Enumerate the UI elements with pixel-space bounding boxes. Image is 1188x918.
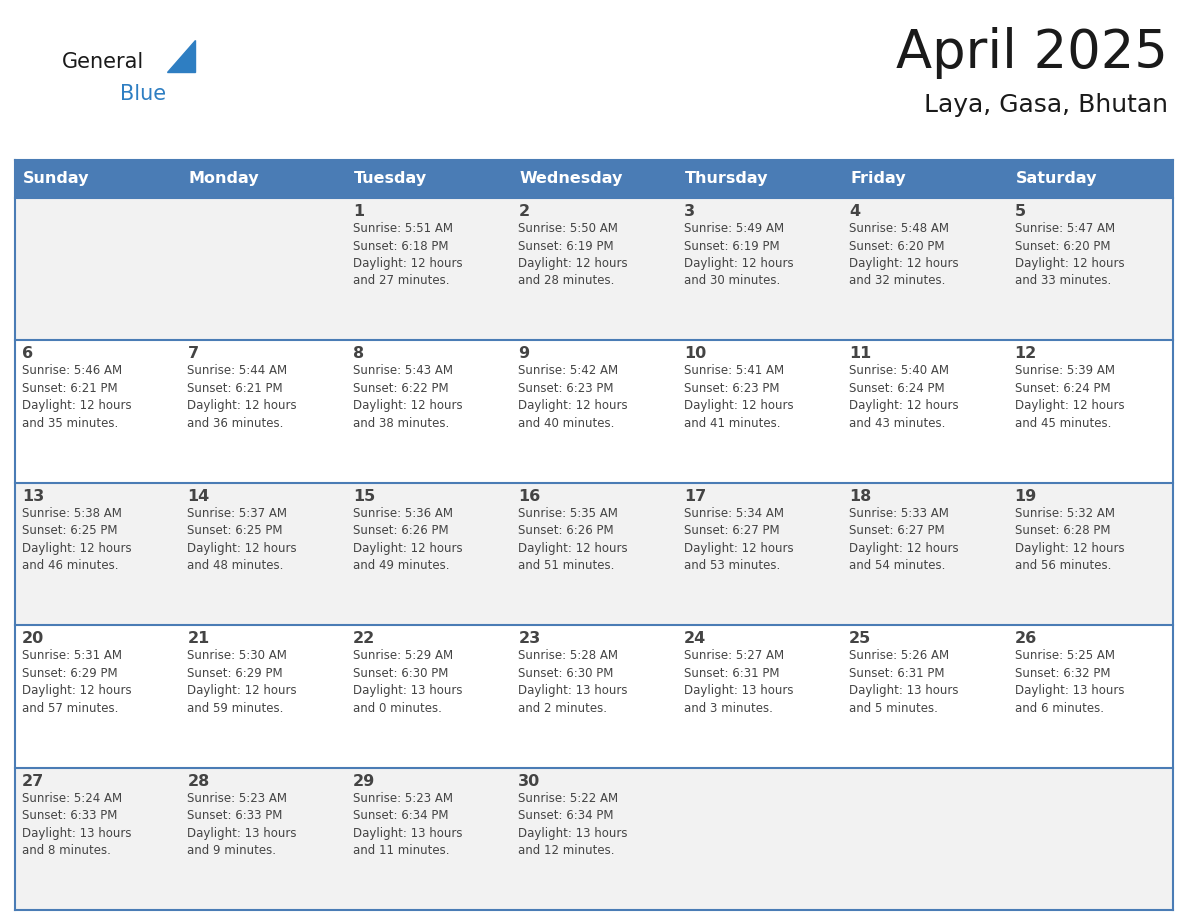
Text: 11: 11 (849, 346, 871, 362)
Text: Sunrise: 5:27 AM
Sunset: 6:31 PM
Daylight: 13 hours
and 3 minutes.: Sunrise: 5:27 AM Sunset: 6:31 PM Dayligh… (684, 649, 794, 715)
Bar (15, 625, 1173, 767)
Text: Sunrise: 5:23 AM
Sunset: 6:34 PM
Daylight: 13 hours
and 11 minutes.: Sunrise: 5:23 AM Sunset: 6:34 PM Dayligh… (353, 791, 462, 857)
Text: 28: 28 (188, 774, 209, 789)
Text: Laya, Gasa, Bhutan: Laya, Gasa, Bhutan (924, 93, 1168, 117)
Text: 2: 2 (518, 204, 530, 219)
Text: 5: 5 (1015, 204, 1025, 219)
Text: 1: 1 (353, 204, 364, 219)
Text: Sunrise: 5:39 AM
Sunset: 6:24 PM
Daylight: 12 hours
and 45 minutes.: Sunrise: 5:39 AM Sunset: 6:24 PM Dayligh… (1015, 364, 1124, 430)
Text: 9: 9 (518, 346, 530, 362)
Text: Blue: Blue (120, 84, 166, 104)
Text: Sunrise: 5:46 AM
Sunset: 6:21 PM
Daylight: 12 hours
and 35 minutes.: Sunrise: 5:46 AM Sunset: 6:21 PM Dayligh… (23, 364, 132, 430)
Text: 27: 27 (23, 774, 44, 789)
Text: Sunrise: 5:49 AM
Sunset: 6:19 PM
Daylight: 12 hours
and 30 minutes.: Sunrise: 5:49 AM Sunset: 6:19 PM Dayligh… (684, 222, 794, 287)
Polygon shape (168, 40, 195, 72)
Text: 6: 6 (23, 346, 33, 362)
Text: Sunrise: 5:30 AM
Sunset: 6:29 PM
Daylight: 12 hours
and 59 minutes.: Sunrise: 5:30 AM Sunset: 6:29 PM Dayligh… (188, 649, 297, 715)
Text: Sunday: Sunday (23, 172, 89, 186)
Text: Sunrise: 5:35 AM
Sunset: 6:26 PM
Daylight: 12 hours
and 51 minutes.: Sunrise: 5:35 AM Sunset: 6:26 PM Dayligh… (518, 507, 628, 572)
Text: 17: 17 (684, 488, 706, 504)
Text: Friday: Friday (851, 172, 905, 186)
Text: Thursday: Thursday (684, 172, 769, 186)
Text: Sunrise: 5:28 AM
Sunset: 6:30 PM
Daylight: 13 hours
and 2 minutes.: Sunrise: 5:28 AM Sunset: 6:30 PM Dayligh… (518, 649, 627, 715)
Text: 12: 12 (1015, 346, 1037, 362)
Bar (15, 160, 1173, 198)
Text: Sunrise: 5:42 AM
Sunset: 6:23 PM
Daylight: 12 hours
and 40 minutes.: Sunrise: 5:42 AM Sunset: 6:23 PM Dayligh… (518, 364, 628, 430)
Text: Sunrise: 5:29 AM
Sunset: 6:30 PM
Daylight: 13 hours
and 0 minutes.: Sunrise: 5:29 AM Sunset: 6:30 PM Dayligh… (353, 649, 462, 715)
Text: 24: 24 (684, 632, 706, 646)
Bar (15, 341, 1173, 483)
Bar (15, 483, 1173, 625)
Text: 14: 14 (188, 488, 209, 504)
Text: Sunrise: 5:24 AM
Sunset: 6:33 PM
Daylight: 13 hours
and 8 minutes.: Sunrise: 5:24 AM Sunset: 6:33 PM Dayligh… (23, 791, 132, 857)
Text: 16: 16 (518, 488, 541, 504)
Text: 3: 3 (684, 204, 695, 219)
Text: Sunrise: 5:26 AM
Sunset: 6:31 PM
Daylight: 13 hours
and 5 minutes.: Sunrise: 5:26 AM Sunset: 6:31 PM Dayligh… (849, 649, 959, 715)
Text: 18: 18 (849, 488, 871, 504)
Text: Monday: Monday (189, 172, 259, 186)
Text: 15: 15 (353, 488, 375, 504)
Text: Sunrise: 5:41 AM
Sunset: 6:23 PM
Daylight: 12 hours
and 41 minutes.: Sunrise: 5:41 AM Sunset: 6:23 PM Dayligh… (684, 364, 794, 430)
Text: Sunrise: 5:31 AM
Sunset: 6:29 PM
Daylight: 12 hours
and 57 minutes.: Sunrise: 5:31 AM Sunset: 6:29 PM Dayligh… (23, 649, 132, 715)
Text: April 2025: April 2025 (896, 27, 1168, 79)
Text: Sunrise: 5:36 AM
Sunset: 6:26 PM
Daylight: 12 hours
and 49 minutes.: Sunrise: 5:36 AM Sunset: 6:26 PM Dayligh… (353, 507, 462, 572)
Text: 10: 10 (684, 346, 706, 362)
Text: 25: 25 (849, 632, 871, 646)
Text: Sunrise: 5:25 AM
Sunset: 6:32 PM
Daylight: 13 hours
and 6 minutes.: Sunrise: 5:25 AM Sunset: 6:32 PM Dayligh… (1015, 649, 1124, 715)
Text: 7: 7 (188, 346, 198, 362)
Text: 21: 21 (188, 632, 209, 646)
Text: Sunrise: 5:51 AM
Sunset: 6:18 PM
Daylight: 12 hours
and 27 minutes.: Sunrise: 5:51 AM Sunset: 6:18 PM Dayligh… (353, 222, 462, 287)
Text: General: General (62, 52, 144, 72)
Text: Sunrise: 5:33 AM
Sunset: 6:27 PM
Daylight: 12 hours
and 54 minutes.: Sunrise: 5:33 AM Sunset: 6:27 PM Dayligh… (849, 507, 959, 572)
Text: Tuesday: Tuesday (354, 172, 426, 186)
Bar (15, 767, 1173, 910)
Text: 4: 4 (849, 204, 860, 219)
Text: Sunrise: 5:38 AM
Sunset: 6:25 PM
Daylight: 12 hours
and 46 minutes.: Sunrise: 5:38 AM Sunset: 6:25 PM Dayligh… (23, 507, 132, 572)
Text: 13: 13 (23, 488, 44, 504)
Text: 26: 26 (1015, 632, 1037, 646)
Text: Sunrise: 5:48 AM
Sunset: 6:20 PM
Daylight: 12 hours
and 32 minutes.: Sunrise: 5:48 AM Sunset: 6:20 PM Dayligh… (849, 222, 959, 287)
Text: Sunrise: 5:47 AM
Sunset: 6:20 PM
Daylight: 12 hours
and 33 minutes.: Sunrise: 5:47 AM Sunset: 6:20 PM Dayligh… (1015, 222, 1124, 287)
Text: 30: 30 (518, 774, 541, 789)
Text: Sunrise: 5:44 AM
Sunset: 6:21 PM
Daylight: 12 hours
and 36 minutes.: Sunrise: 5:44 AM Sunset: 6:21 PM Dayligh… (188, 364, 297, 430)
Text: 19: 19 (1015, 488, 1037, 504)
Text: Sunrise: 5:40 AM
Sunset: 6:24 PM
Daylight: 12 hours
and 43 minutes.: Sunrise: 5:40 AM Sunset: 6:24 PM Dayligh… (849, 364, 959, 430)
Text: 20: 20 (23, 632, 44, 646)
Text: Sunrise: 5:50 AM
Sunset: 6:19 PM
Daylight: 12 hours
and 28 minutes.: Sunrise: 5:50 AM Sunset: 6:19 PM Dayligh… (518, 222, 628, 287)
Text: 29: 29 (353, 774, 375, 789)
Text: Sunrise: 5:43 AM
Sunset: 6:22 PM
Daylight: 12 hours
and 38 minutes.: Sunrise: 5:43 AM Sunset: 6:22 PM Dayligh… (353, 364, 462, 430)
Text: Sunrise: 5:23 AM
Sunset: 6:33 PM
Daylight: 13 hours
and 9 minutes.: Sunrise: 5:23 AM Sunset: 6:33 PM Dayligh… (188, 791, 297, 857)
Text: Sunrise: 5:22 AM
Sunset: 6:34 PM
Daylight: 13 hours
and 12 minutes.: Sunrise: 5:22 AM Sunset: 6:34 PM Dayligh… (518, 791, 627, 857)
Text: Sunrise: 5:37 AM
Sunset: 6:25 PM
Daylight: 12 hours
and 48 minutes.: Sunrise: 5:37 AM Sunset: 6:25 PM Dayligh… (188, 507, 297, 572)
Text: Wednesday: Wednesday (519, 172, 623, 186)
Text: Saturday: Saturday (1016, 172, 1097, 186)
Text: 23: 23 (518, 632, 541, 646)
Text: Sunrise: 5:32 AM
Sunset: 6:28 PM
Daylight: 12 hours
and 56 minutes.: Sunrise: 5:32 AM Sunset: 6:28 PM Dayligh… (1015, 507, 1124, 572)
Bar (15, 198, 1173, 341)
Text: Sunrise: 5:34 AM
Sunset: 6:27 PM
Daylight: 12 hours
and 53 minutes.: Sunrise: 5:34 AM Sunset: 6:27 PM Dayligh… (684, 507, 794, 572)
Text: 8: 8 (353, 346, 364, 362)
Text: 22: 22 (353, 632, 375, 646)
